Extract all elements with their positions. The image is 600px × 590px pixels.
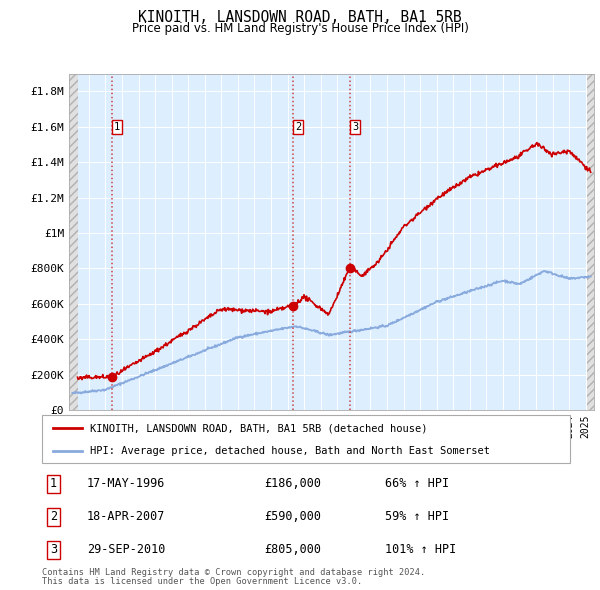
- Text: This data is licensed under the Open Government Licence v3.0.: This data is licensed under the Open Gov…: [42, 577, 362, 586]
- Text: 3: 3: [50, 543, 57, 556]
- Text: Contains HM Land Registry data © Crown copyright and database right 2024.: Contains HM Land Registry data © Crown c…: [42, 568, 425, 576]
- Text: 66% ↑ HPI: 66% ↑ HPI: [385, 477, 449, 490]
- Text: KINOITH, LANSDOWN ROAD, BATH, BA1 5RB (detached house): KINOITH, LANSDOWN ROAD, BATH, BA1 5RB (d…: [89, 423, 427, 433]
- Text: £590,000: £590,000: [264, 510, 321, 523]
- Text: 59% ↑ HPI: 59% ↑ HPI: [385, 510, 449, 523]
- Text: 1: 1: [114, 122, 121, 132]
- Text: 2: 2: [50, 510, 57, 523]
- FancyBboxPatch shape: [42, 415, 570, 463]
- Text: HPI: Average price, detached house, Bath and North East Somerset: HPI: Average price, detached house, Bath…: [89, 446, 490, 456]
- Text: £186,000: £186,000: [264, 477, 321, 490]
- Text: 18-APR-2007: 18-APR-2007: [87, 510, 165, 523]
- Bar: [587, 74, 596, 410]
- Text: 17-MAY-1996: 17-MAY-1996: [87, 477, 165, 490]
- Text: £805,000: £805,000: [264, 543, 321, 556]
- Text: 29-SEP-2010: 29-SEP-2010: [87, 543, 165, 556]
- Bar: [69, 74, 78, 410]
- Text: 3: 3: [352, 122, 358, 132]
- Text: Price paid vs. HM Land Registry's House Price Index (HPI): Price paid vs. HM Land Registry's House …: [131, 22, 469, 35]
- Text: KINOITH, LANSDOWN ROAD, BATH, BA1 5RB: KINOITH, LANSDOWN ROAD, BATH, BA1 5RB: [138, 10, 462, 25]
- Text: 1: 1: [50, 477, 57, 490]
- Text: 101% ↑ HPI: 101% ↑ HPI: [385, 543, 457, 556]
- Text: 2: 2: [295, 122, 301, 132]
